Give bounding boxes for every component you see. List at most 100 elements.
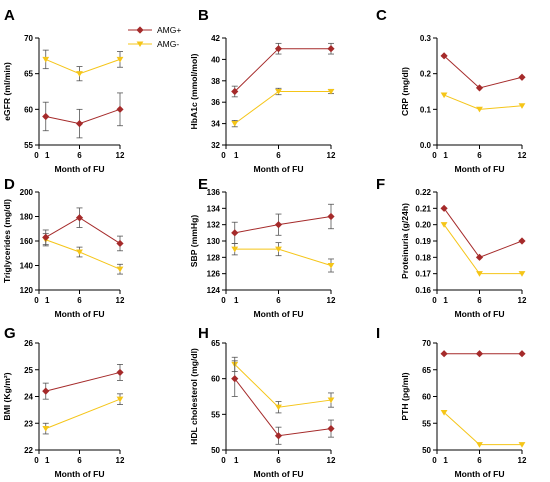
- data-point: [518, 442, 526, 448]
- chart-panel-e: E 124 126 128 130 132 134 136 0 1 6 12 Month of FU SB…: [189, 176, 336, 319]
- x-tick-label: 12: [116, 151, 125, 160]
- y-axis-title: HDL cholesterol (mg/dl): [189, 348, 199, 445]
- series-line: [443, 55, 523, 89]
- data-point: [275, 88, 282, 95]
- y-tick-label: 70: [422, 339, 431, 348]
- series-line: [443, 412, 522, 446]
- x-tick-label: 6: [477, 456, 482, 465]
- y-tick-label: 0.16: [415, 286, 431, 295]
- series-line: [443, 94, 523, 110]
- data-point: [42, 56, 50, 63]
- y-tick-label: 50: [422, 446, 431, 455]
- x-tick-label: 0: [221, 456, 226, 465]
- data-point: [440, 410, 448, 416]
- x-tick-label: 12: [327, 296, 336, 305]
- y-tick-label: 0.1: [420, 105, 432, 114]
- y-axis-title: BMI (Kg/m²): [2, 372, 12, 420]
- panel-letter: F: [376, 176, 385, 193]
- panel-letter: C: [376, 7, 387, 24]
- y-tick-label: 0.17: [415, 270, 431, 279]
- y-tick-label: 0.19: [415, 237, 431, 246]
- y-tick-label: 60: [211, 375, 220, 384]
- x-tick-label: 1: [443, 151, 448, 160]
- data-point: [518, 73, 526, 81]
- y-tick-label: 38: [211, 77, 220, 86]
- y-tick-label: 50: [211, 446, 220, 455]
- series-line: [45, 398, 121, 430]
- x-tick-label: 12: [327, 151, 336, 160]
- data-point: [76, 249, 83, 256]
- series-amg-plus: [440, 350, 526, 358]
- series-amg-plus: [231, 203, 335, 244]
- x-tick-label: 12: [116, 296, 125, 305]
- y-tick-label: 40: [211, 55, 220, 64]
- data-point: [75, 120, 84, 128]
- series-amg-plus: [440, 52, 526, 92]
- data-point: [518, 237, 526, 245]
- series-amg-minus: [42, 233, 124, 275]
- data-point: [231, 229, 239, 237]
- x-tick-label: 12: [518, 151, 527, 160]
- data-point: [518, 103, 526, 109]
- data-point: [116, 105, 124, 113]
- y-tick-label: 128: [207, 253, 221, 262]
- y-axis-title: HbA1c (mmol/mol): [189, 53, 199, 129]
- data-point: [42, 112, 50, 121]
- data-point: [274, 45, 283, 53]
- y-tick-label: 65: [211, 339, 220, 348]
- x-axis-title: Month of FU: [454, 469, 504, 479]
- x-tick-label: 1: [443, 456, 448, 465]
- y-tick-label: 65: [422, 366, 431, 375]
- y-tick-label: 0.2: [420, 70, 432, 79]
- series-line: [234, 216, 332, 234]
- data-point: [274, 221, 283, 229]
- x-tick-label: 0: [432, 296, 437, 305]
- y-tick-label: 32: [211, 141, 220, 150]
- y-tick-label: 36: [211, 98, 220, 107]
- series-line: [234, 248, 332, 266]
- x-tick-label: 6: [477, 296, 482, 305]
- panel-letter: H: [198, 325, 209, 342]
- data-point: [440, 222, 448, 228]
- x-tick-label: 0: [221, 296, 226, 305]
- series-amg-plus: [440, 204, 526, 261]
- series-line: [45, 58, 121, 75]
- x-axis-title: Month of FU: [253, 164, 303, 174]
- series-amg-minus: [231, 87, 335, 128]
- y-tick-label: 25: [24, 366, 33, 375]
- data-point: [440, 204, 448, 212]
- legend-label: AMG+: [157, 25, 181, 35]
- x-tick-label: 6: [477, 151, 482, 160]
- chart-panel-i: I 50 55 60 65 70 0 1 6 12 Month of FU PTH (pg/ml): [376, 325, 527, 479]
- series-line: [234, 378, 332, 437]
- x-axis-title: Month of FU: [253, 309, 303, 319]
- y-tick-label: 23: [24, 419, 33, 428]
- x-tick-label: 1: [45, 296, 50, 305]
- data-point: [76, 71, 83, 77]
- series-amg-minus: [42, 393, 124, 435]
- series-amg-minus: [42, 49, 124, 82]
- data-point: [116, 396, 124, 403]
- y-axis-title: Proteinuria (g/24h): [400, 203, 410, 279]
- y-tick-label: 26: [24, 339, 33, 348]
- y-tick-label: 130: [207, 237, 221, 246]
- x-tick-label: 12: [327, 456, 336, 465]
- series-line: [443, 208, 523, 258]
- data-point: [274, 432, 283, 440]
- x-tick-label: 6: [77, 151, 82, 160]
- x-axis-title: Month of FU: [54, 469, 104, 479]
- data-point: [42, 387, 50, 395]
- series-line: [45, 371, 121, 392]
- data-point: [116, 266, 124, 273]
- series-line: [45, 108, 121, 125]
- y-tick-label: 34: [211, 120, 220, 129]
- data-point: [475, 350, 484, 358]
- data-point: [518, 350, 526, 358]
- data-point: [275, 246, 282, 253]
- y-tick-label: 132: [207, 221, 221, 230]
- chart-panel-h: H 50 55 60 65 0 1 6 12 Month of FU HDL cholesterol…: [189, 325, 336, 479]
- y-tick-label: 55: [211, 410, 220, 419]
- x-tick-label: 0: [432, 456, 437, 465]
- data-point: [518, 271, 526, 277]
